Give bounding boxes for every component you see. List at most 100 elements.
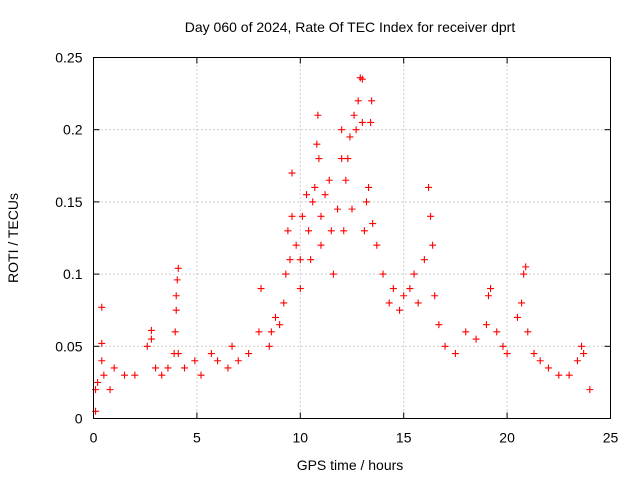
data-point bbox=[410, 270, 418, 278]
data-point bbox=[110, 364, 118, 372]
data-point bbox=[580, 350, 588, 358]
data-point bbox=[513, 313, 521, 321]
data-point bbox=[147, 326, 155, 334]
data-point bbox=[396, 306, 404, 314]
data-point bbox=[350, 111, 358, 119]
data-point bbox=[158, 371, 166, 379]
data-point bbox=[360, 227, 368, 235]
y-tick-label: 0.1 bbox=[63, 266, 83, 282]
data-point bbox=[314, 111, 322, 119]
data-point bbox=[334, 205, 342, 213]
data-point bbox=[288, 169, 296, 177]
data-point bbox=[94, 378, 102, 386]
data-point bbox=[352, 126, 360, 134]
x-tick-label: 5 bbox=[193, 430, 201, 446]
data-point bbox=[565, 371, 573, 379]
data-point bbox=[305, 227, 313, 235]
data-point bbox=[307, 256, 315, 264]
data-point bbox=[172, 306, 180, 314]
data-point bbox=[255, 328, 263, 336]
data-point bbox=[586, 386, 594, 394]
data-point bbox=[368, 97, 376, 105]
data-point bbox=[317, 241, 325, 249]
data-point bbox=[462, 328, 470, 336]
data-point bbox=[172, 292, 180, 300]
data-point bbox=[98, 303, 106, 311]
data-point bbox=[441, 342, 449, 350]
data-point bbox=[152, 364, 160, 372]
data-point bbox=[493, 328, 501, 336]
data-point bbox=[311, 183, 319, 191]
data-point bbox=[267, 328, 275, 336]
data-point bbox=[292, 241, 300, 249]
x-tick-label: 0 bbox=[90, 430, 98, 446]
data-point bbox=[429, 241, 437, 249]
data-point bbox=[373, 241, 381, 249]
data-point bbox=[265, 342, 273, 350]
data-point bbox=[472, 335, 480, 343]
data-point bbox=[191, 357, 199, 365]
data-point bbox=[228, 342, 236, 350]
data-point bbox=[487, 285, 495, 293]
data-point bbox=[420, 256, 428, 264]
data-point bbox=[358, 118, 366, 126]
y-tick-label: 0.15 bbox=[55, 194, 82, 210]
data-point bbox=[164, 364, 172, 372]
data-point bbox=[344, 155, 352, 163]
data-point bbox=[340, 227, 348, 235]
data-point bbox=[309, 198, 317, 206]
data-point bbox=[329, 270, 337, 278]
data-point bbox=[342, 176, 350, 184]
data-point bbox=[484, 292, 492, 300]
chart-title: Day 060 of 2024, Rate Of TEC Index for r… bbox=[185, 19, 516, 35]
data-point bbox=[321, 191, 329, 199]
y-tick-label: 0 bbox=[75, 411, 83, 427]
data-point bbox=[174, 350, 182, 358]
data-point bbox=[544, 364, 552, 372]
data-point bbox=[106, 386, 114, 394]
data-point bbox=[400, 292, 408, 300]
data-point bbox=[276, 321, 284, 329]
data-point bbox=[317, 212, 325, 220]
data-point bbox=[280, 299, 288, 307]
data-point bbox=[298, 212, 306, 220]
data-point bbox=[296, 256, 304, 264]
data-point bbox=[503, 350, 511, 358]
data-point bbox=[367, 118, 375, 126]
data-point bbox=[147, 335, 155, 343]
data-point bbox=[555, 371, 563, 379]
data-point bbox=[282, 270, 290, 278]
data-point bbox=[303, 191, 311, 199]
data-point bbox=[365, 183, 373, 191]
data-point bbox=[522, 263, 530, 271]
data-point bbox=[499, 342, 507, 350]
x-tick-label: 25 bbox=[603, 430, 619, 446]
data-point bbox=[234, 357, 242, 365]
data-point bbox=[338, 155, 346, 163]
data-point bbox=[296, 285, 304, 293]
data-point bbox=[573, 357, 581, 365]
data-point bbox=[214, 357, 222, 365]
data-point bbox=[131, 371, 139, 379]
data-point bbox=[520, 270, 528, 278]
data-point bbox=[121, 371, 129, 379]
data-points bbox=[92, 74, 594, 415]
data-point bbox=[406, 285, 414, 293]
x-tick-label: 15 bbox=[396, 430, 412, 446]
data-point bbox=[346, 133, 354, 141]
data-point bbox=[257, 285, 265, 293]
x-tick-label: 10 bbox=[293, 430, 309, 446]
data-point bbox=[174, 264, 182, 272]
data-point bbox=[536, 357, 544, 365]
data-point bbox=[425, 183, 433, 191]
data-point bbox=[286, 256, 294, 264]
data-point bbox=[362, 198, 370, 206]
data-point bbox=[389, 285, 397, 293]
y-axis-label: ROTI / TECUs bbox=[5, 193, 21, 283]
data-point bbox=[180, 364, 188, 372]
data-point bbox=[530, 350, 538, 358]
data-point bbox=[482, 321, 490, 329]
data-point bbox=[379, 270, 387, 278]
data-point bbox=[271, 313, 279, 321]
data-point bbox=[338, 126, 346, 134]
